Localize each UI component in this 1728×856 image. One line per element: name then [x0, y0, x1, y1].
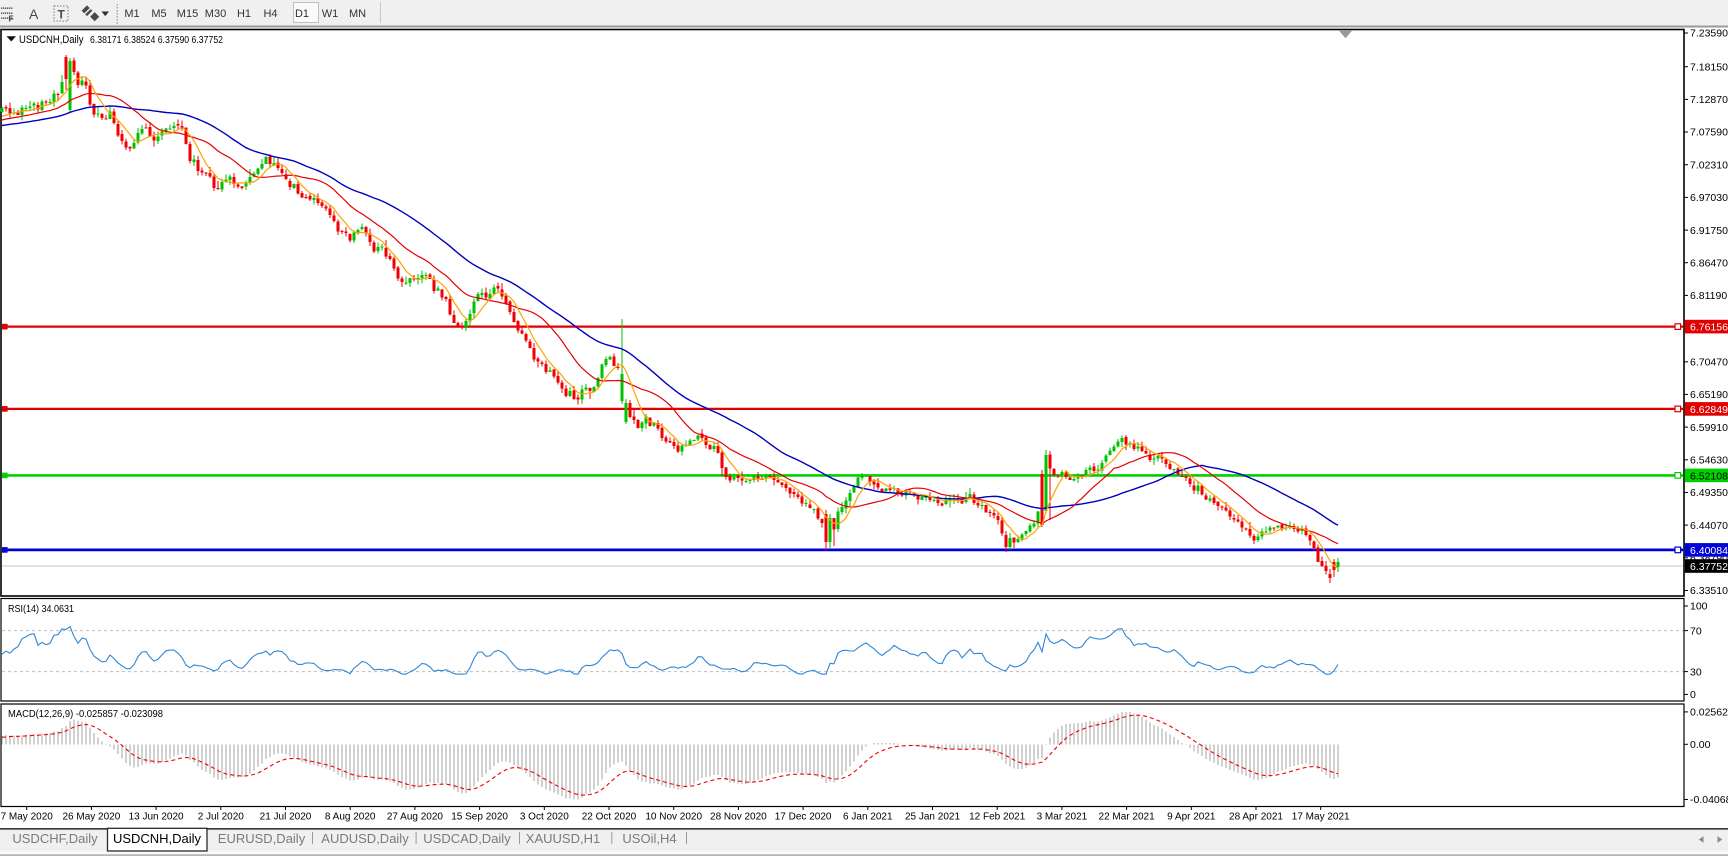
svg-text:6.49350: 6.49350 — [1690, 487, 1728, 499]
svg-text:7.02310: 7.02310 — [1690, 159, 1728, 171]
svg-text:M1: M1 — [124, 8, 139, 20]
svg-text:28 Apr 2021: 28 Apr 2021 — [1229, 812, 1283, 823]
svg-text:7.12870: 7.12870 — [1690, 94, 1728, 106]
svg-text:D1: D1 — [295, 8, 309, 20]
svg-text:6.59910: 6.59910 — [1690, 422, 1728, 434]
svg-text:6.81190: 6.81190 — [1690, 290, 1727, 302]
svg-text:AUDUSD,Daily: AUDUSD,Daily — [321, 831, 409, 846]
svg-text:XAUUSD,H1: XAUUSD,H1 — [526, 831, 600, 846]
svg-text:21 Jul 2020: 21 Jul 2020 — [260, 812, 312, 823]
svg-text:USDCHF,Daily: USDCHF,Daily — [12, 831, 98, 846]
svg-text:15 Sep 2020: 15 Sep 2020 — [451, 812, 508, 823]
svg-text:22 Oct 2020: 22 Oct 2020 — [582, 812, 637, 823]
svg-text:0.025623: 0.025623 — [1690, 707, 1728, 719]
svg-text:3 Mar 2021: 3 Mar 2021 — [1037, 812, 1088, 823]
svg-text:RSI(14) 34.0631: RSI(14) 34.0631 — [8, 603, 74, 615]
svg-text:8 Aug 2020: 8 Aug 2020 — [325, 812, 376, 823]
svg-text:W1: W1 — [322, 8, 339, 20]
svg-text:A: A — [29, 6, 39, 22]
svg-text:6.52108: 6.52108 — [1690, 470, 1728, 482]
svg-text:F: F — [9, 14, 14, 24]
svg-text:6.65190: 6.65190 — [1690, 389, 1728, 401]
svg-text:6.97030: 6.97030 — [1690, 192, 1728, 204]
svg-text:-0.040687: -0.040687 — [1690, 794, 1728, 806]
svg-text:12 Feb 2021: 12 Feb 2021 — [969, 812, 1026, 823]
svg-text:22 Mar 2021: 22 Mar 2021 — [1099, 812, 1156, 823]
svg-text:100: 100 — [1690, 601, 1708, 613]
svg-text:M5: M5 — [151, 8, 166, 20]
svg-text:USDCNH,Daily: USDCNH,Daily — [113, 831, 202, 846]
svg-text:T: T — [58, 8, 66, 22]
svg-text:6.76156: 6.76156 — [1690, 322, 1728, 334]
svg-text:USOil,H4: USOil,H4 — [622, 831, 676, 846]
svg-text:6.44070: 6.44070 — [1690, 520, 1728, 532]
svg-text:17 Dec 2020: 17 Dec 2020 — [775, 812, 832, 823]
svg-text:25 Jan 2021: 25 Jan 2021 — [905, 812, 960, 823]
svg-text:2 Jul 2020: 2 Jul 2020 — [198, 812, 245, 823]
svg-text:30: 30 — [1690, 666, 1702, 678]
svg-text:6.33510: 6.33510 — [1690, 585, 1728, 597]
svg-text:27 Aug 2020: 27 Aug 2020 — [387, 812, 444, 823]
svg-text:6.70470: 6.70470 — [1690, 357, 1728, 369]
svg-text:USDCNH,Daily: USDCNH,Daily — [19, 34, 84, 46]
svg-text:M15: M15 — [177, 8, 198, 20]
svg-text:6.37752: 6.37752 — [1690, 561, 1728, 573]
svg-text:10 Nov 2020: 10 Nov 2020 — [645, 812, 702, 823]
svg-text:70: 70 — [1690, 625, 1702, 637]
svg-text:6.86470: 6.86470 — [1690, 257, 1728, 269]
svg-text:M30: M30 — [205, 8, 226, 20]
svg-text:MN: MN — [349, 8, 366, 20]
svg-text:7.07590: 7.07590 — [1690, 127, 1728, 139]
svg-text:13 Jun 2020: 13 Jun 2020 — [129, 812, 184, 823]
svg-text:H1: H1 — [237, 8, 251, 20]
svg-text:0: 0 — [1690, 689, 1696, 701]
svg-text:H4: H4 — [263, 8, 277, 20]
svg-text:0.00: 0.00 — [1690, 739, 1711, 751]
svg-text:EURUSD,Daily: EURUSD,Daily — [218, 831, 306, 846]
svg-text:7.18150: 7.18150 — [1690, 61, 1728, 73]
svg-text:17 May 2021: 17 May 2021 — [1292, 812, 1350, 823]
svg-text:6.91750: 6.91750 — [1690, 225, 1728, 237]
svg-text:7 May 2020: 7 May 2020 — [1, 812, 54, 823]
svg-text:28 Nov 2020: 28 Nov 2020 — [710, 812, 767, 823]
svg-text:6.38171 6.38524 6.37590 6.3775: 6.38171 6.38524 6.37590 6.37752 — [90, 34, 223, 46]
svg-text:6.40084: 6.40084 — [1690, 545, 1728, 557]
svg-text:6.54630: 6.54630 — [1690, 455, 1728, 467]
svg-text:USDCAD,Daily: USDCAD,Daily — [423, 831, 511, 846]
svg-text:6.62849: 6.62849 — [1690, 404, 1728, 416]
svg-text:7.23590: 7.23590 — [1690, 28, 1728, 40]
svg-text:9 Apr 2021: 9 Apr 2021 — [1167, 812, 1216, 823]
svg-text:3 Oct 2020: 3 Oct 2020 — [520, 812, 569, 823]
svg-text:26 May 2020: 26 May 2020 — [62, 812, 120, 823]
svg-text:MACD(12,26,9) -0.025857 -0.023: MACD(12,26,9) -0.025857 -0.023098 — [8, 708, 163, 720]
svg-text:6 Jan 2021: 6 Jan 2021 — [843, 812, 893, 823]
